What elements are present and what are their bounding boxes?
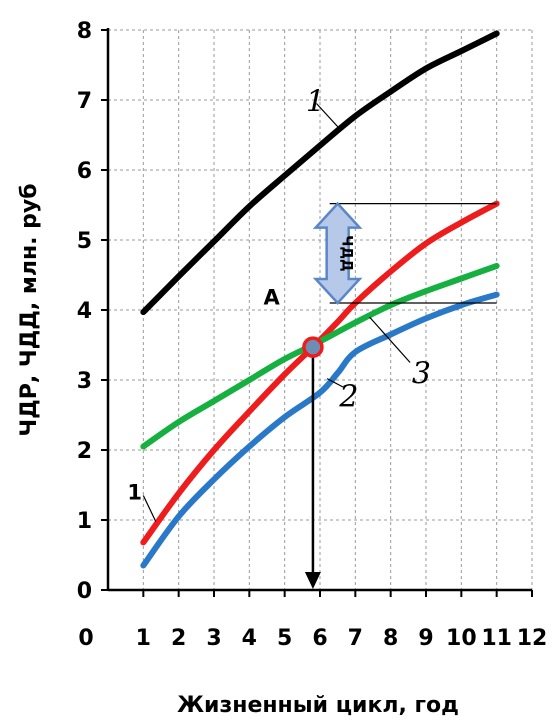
axes [101, 28, 533, 597]
x-tick-label: 1 [136, 626, 151, 651]
x-tick-label: 7 [348, 626, 363, 651]
x-tick-label: 9 [418, 626, 433, 651]
leader-line-3 [369, 316, 411, 363]
x-tick-label: 3 [206, 626, 221, 651]
curve-label-1-top: 1 [306, 85, 325, 120]
curve-label-3: 3 [412, 357, 431, 392]
ndd-arrow-label: ЧДД [339, 235, 355, 271]
grid [108, 29, 533, 590]
x-tick-label: 5 [277, 626, 292, 651]
x-tick-label: 8 [383, 626, 398, 651]
x-tick-labels: 0 1 2 3 4 5 6 7 8 9 10 11 12 [78, 626, 547, 651]
leader-line-1-top [316, 103, 339, 128]
x-tick-label: 0 [78, 626, 93, 651]
x-tick-label: 11 [481, 626, 512, 651]
ndd-double-arrow [312, 201, 363, 305]
y-tick-label: 7 [77, 89, 92, 114]
y-tick-label: 1 [77, 509, 92, 534]
y-tick-label: 8 [77, 19, 92, 44]
series-line-red [140, 200, 500, 546]
y-tick-label: 2 [77, 439, 92, 464]
curve-label-2: 2 [338, 380, 358, 415]
series-line-blue [140, 291, 500, 569]
y-tick-label: 5 [77, 229, 92, 254]
curve-label-1-left: 1 [127, 481, 142, 505]
y-axis-title: ЧДР, ЧДД, млн. руб [17, 183, 42, 436]
leader-line-1-left [142, 495, 157, 522]
intersection-marker [302, 336, 324, 358]
leader-line-2 [326, 378, 344, 388]
y-tick-label: 6 [77, 159, 92, 184]
x-tick-label: 12 [517, 626, 548, 651]
point-label-A: A [263, 285, 280, 309]
x-tick-label: 10 [446, 626, 477, 651]
y-tick-label: 3 [77, 369, 92, 394]
y-tick-label: 0 [77, 579, 92, 604]
annotations: ЧДД 1 1 2 3 A [127, 85, 497, 589]
x-tick-label: 2 [171, 626, 186, 651]
y-tick-label: 4 [77, 299, 92, 324]
x-tick-label: 4 [242, 626, 257, 651]
y-tick-labels: 0 1 2 3 4 5 6 7 8 [77, 19, 92, 604]
x-axis-title: Жизненный цикл, год [177, 693, 459, 718]
series-line-black [140, 30, 500, 316]
projection-arrowhead [304, 572, 321, 589]
x-tick-label: 6 [312, 626, 327, 651]
